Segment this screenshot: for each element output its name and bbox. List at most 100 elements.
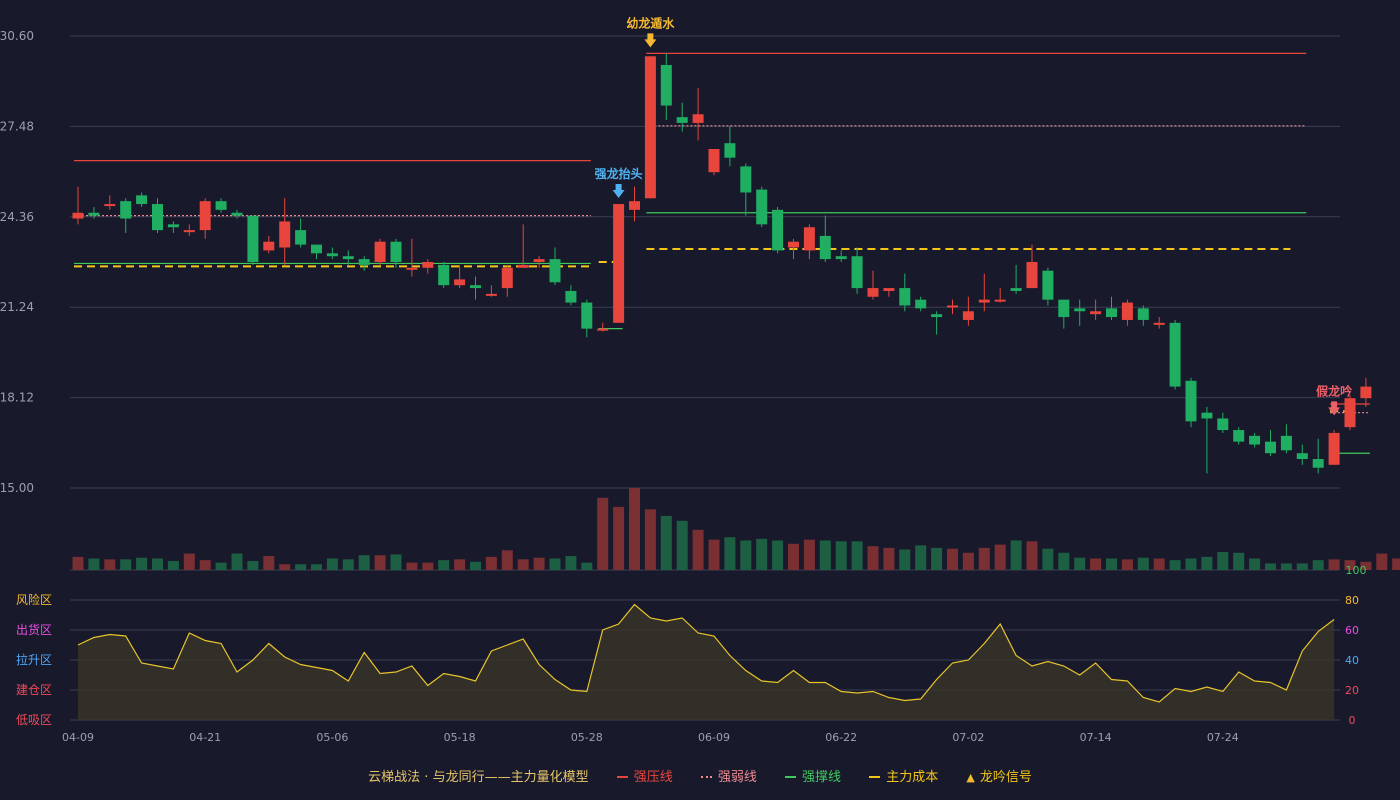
price-tick-label: 21.24 [0,300,34,314]
legend-swatch-weak [700,775,712,778]
volume-bar [454,559,466,570]
indicator-line [77,603,1335,703]
candle-body [1233,430,1245,442]
legend-label-support: 强撑线 [802,770,842,785]
volume-bar [660,515,672,570]
volume-bar [1106,558,1117,570]
candle-body [947,305,958,308]
candle-body [501,267,513,289]
candle-body [136,195,148,205]
price-tick-label: 15.00 [0,481,34,495]
legend-item-pressure[interactable]: 强压线 [616,766,673,785]
volume-bar [1296,563,1308,570]
candle-body [183,230,195,233]
volume-bar [183,553,195,570]
price-tick-label: 24.36 [0,210,34,224]
volume-bar [1185,558,1197,570]
candle-body [978,299,990,303]
volume-bar [72,556,84,570]
candle-body [438,264,450,286]
legend-item-cost[interactable]: 主力成本 [869,766,938,785]
candle-body [899,288,911,306]
volume-bar [406,562,418,570]
volume-bar [1360,561,1372,570]
candle-body [1312,459,1324,468]
candle-body [1360,386,1372,399]
candle-body [358,259,370,265]
candle-body [1090,311,1102,315]
legend-title: 云梯战法 · 与龙同行——主力量化模型 [368,770,589,785]
legend-label-pressure: 强压线 [633,770,673,785]
volume-bar [978,547,990,570]
volume-bar [358,555,370,570]
volume-bar [1280,563,1292,570]
volume-bar [1217,551,1229,570]
candle-body [215,201,227,210]
volume-bar [565,556,577,570]
indicator-tick-label: 20 [1345,684,1359,697]
signal-label: 幼龙遁水 [626,15,675,30]
indicator-zone-label: 拉升区 [16,652,52,667]
legend-item-weak[interactable]: 强弱线 [700,766,757,785]
candle-body [263,241,275,251]
candle-body [406,267,418,270]
volume-bar [231,553,243,570]
date-tick-label: 04-21 [189,731,221,744]
candle-body [660,64,672,106]
price-tick-label: 27.48 [0,119,34,133]
volume-bar [1169,560,1181,570]
volume-bar [899,549,911,570]
candle-body [1106,308,1117,318]
volume-bar [1153,558,1165,570]
candle-body [1217,418,1229,431]
date-tick-label: 05-06 [316,731,348,744]
indicator-tick-label: 60 [1345,624,1359,637]
date-tick-label: 07-24 [1207,731,1239,744]
volume-bar [279,564,291,570]
volume-bar [613,506,625,570]
candle-body [167,224,179,228]
candle-body [1344,398,1356,428]
candle-body [88,212,100,216]
volume-bar [962,552,974,570]
volume-bar [1376,553,1388,570]
volume-bar [1137,557,1149,570]
date-tick-label: 05-18 [444,731,476,744]
volume-bar [819,540,831,570]
volume-bar [851,541,863,570]
candle-body [1074,308,1086,312]
indicator-zone-label: 风险区 [16,592,52,607]
volume-bar [390,554,402,570]
candle-body [756,189,768,225]
volume-bar [438,560,450,570]
volume-bar [1392,558,1400,570]
candle-body [803,227,815,251]
candle-body [1249,435,1261,445]
candle-body [311,244,322,254]
candle-body [517,264,529,268]
candle-body [279,221,291,248]
price-tick-label: 30.60 [0,29,34,43]
legend-label-signal: 龙吟信号 [979,770,1032,785]
candle-body [644,56,656,199]
candle-body [613,204,625,323]
legend-item-signal[interactable]: ▲ 龙吟信号 [966,766,1031,785]
candle-body [390,241,402,262]
candle-body [454,279,466,286]
volume-bar [470,561,481,570]
candle-body [1328,432,1340,465]
candle-body [931,314,943,318]
candle-body [740,166,752,193]
volume-bar [724,537,736,570]
candle-body [597,328,609,331]
candle-body [565,290,577,303]
candle-body [231,212,243,216]
volume-bar [152,558,163,570]
volume-bar [517,559,529,570]
candle-body [851,256,863,289]
triangle-icon: ▲ [966,771,975,784]
candle-body [295,230,307,245]
volume-bar [485,556,497,570]
legend-item-support[interactable]: 强撑线 [785,766,841,785]
